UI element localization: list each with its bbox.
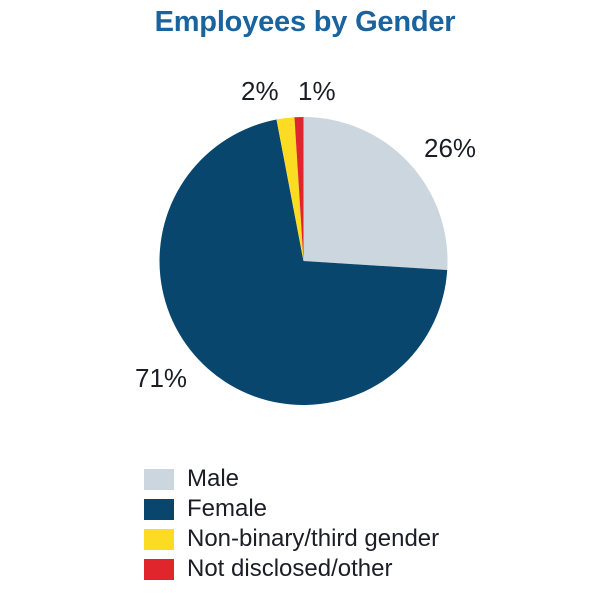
pie-slice-group: [159, 117, 448, 406]
legend-item-nonbinary: Non-binary/third gender: [144, 524, 564, 554]
legend-swatch-male: [144, 468, 174, 490]
legend-swatch-not-disclosed: [144, 558, 174, 580]
chart-legend: Male Female Non-binary/third gender Not …: [144, 464, 564, 584]
pie-slice-female: [159, 119, 448, 406]
legend-label-female: Female: [187, 495, 268, 522]
legend-item-not-disclosed: Not disclosed/other: [144, 554, 564, 584]
legend-swatch-nonbinary: [144, 528, 174, 550]
legend-item-female: Female: [144, 494, 564, 524]
pie-slice-non-binary-third-gender: [276, 117, 304, 261]
pie-value-label-nonbinary: 2%: [241, 76, 279, 106]
legend-label-not-disclosed: Not disclosed/other: [187, 555, 393, 582]
legend-swatch-female: [144, 498, 174, 520]
legend-label-nonbinary: Non-binary/third gender: [187, 525, 440, 552]
pie-value-label-male: 26%: [424, 133, 477, 163]
legend-label-male: Male: [187, 465, 240, 492]
pie-value-label-female: 71%: [135, 363, 188, 393]
legend-item-male: Male: [144, 464, 564, 494]
pie-slice-not-disclosed-other: [294, 117, 304, 261]
pie-slice-male: [303, 117, 448, 271]
page-title: Employees by Gender: [154, 6, 456, 38]
pie-value-label-not-disclosed: 1%: [298, 76, 336, 106]
